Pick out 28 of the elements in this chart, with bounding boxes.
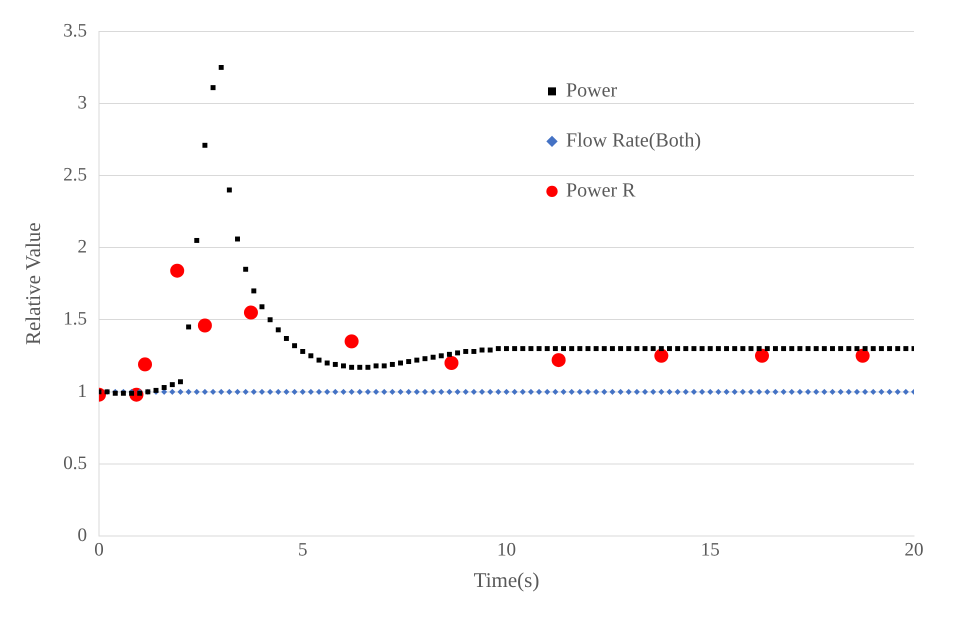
y-tick-label: 1.5 <box>63 308 87 330</box>
y-tick-label: 2 <box>77 236 87 258</box>
x-tick-label: 0 <box>94 539 104 560</box>
point <box>138 357 152 372</box>
point <box>244 306 258 320</box>
point <box>754 348 769 363</box>
y-tick-label: 3 <box>77 92 87 114</box>
y-axis-title: Relative Value <box>21 222 46 346</box>
y-tick-label: 1 <box>77 380 87 402</box>
point <box>198 318 212 333</box>
legend-label: Power <box>566 80 618 102</box>
point <box>552 353 566 368</box>
legend-label: Flow Rate(Both) <box>566 130 701 152</box>
x-axis-title: Time(s) <box>474 568 540 592</box>
point <box>170 264 184 278</box>
legend-label: Power R <box>566 180 636 202</box>
x-tick-label: 15 <box>700 539 720 560</box>
y-tick-label: 0 <box>77 524 87 546</box>
x-tick-label: 20 <box>904 539 924 560</box>
y-tick-label: 0.5 <box>63 452 87 474</box>
point <box>444 356 458 370</box>
point <box>856 348 870 363</box>
x-tick-label: 5 <box>298 539 308 560</box>
point <box>654 348 668 363</box>
point <box>344 334 359 348</box>
x-tick-label: 10 <box>496 539 516 560</box>
y-tick-label: 3.5 <box>63 20 87 42</box>
y-tick-label: 2.5 <box>63 164 87 186</box>
